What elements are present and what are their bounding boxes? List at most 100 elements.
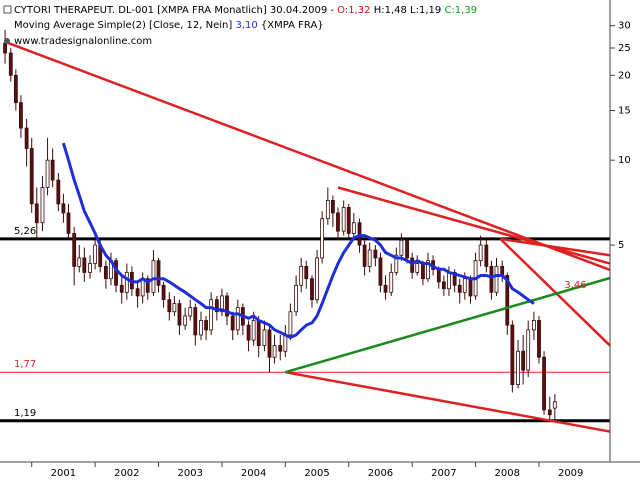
trend-line xyxy=(337,186,611,265)
candle-body xyxy=(351,222,356,234)
indicator-name: Moving Average Simple(2) [Close, 12, Nei… xyxy=(14,20,232,31)
candle-body xyxy=(462,278,467,293)
candle-body xyxy=(188,307,193,317)
candle-body xyxy=(40,187,45,224)
y-tick-label: 15 xyxy=(618,106,631,117)
candle-body xyxy=(405,239,409,259)
candle-body xyxy=(516,350,520,385)
candle-body xyxy=(124,271,129,293)
header-title-text: CYTORI THERAPEUT. DL-001 [XMPA FRA Monat… xyxy=(14,5,334,16)
candle-body xyxy=(161,284,166,301)
y-tick-label: 10 xyxy=(618,155,631,166)
candle-body xyxy=(204,320,208,331)
candle-body xyxy=(72,232,77,267)
candle-body xyxy=(288,311,293,336)
candle-body xyxy=(537,320,541,358)
website: www.tradesignalonline.com xyxy=(14,36,152,47)
candle-body xyxy=(394,254,399,273)
candle-body xyxy=(151,260,156,293)
candle-body xyxy=(283,334,288,352)
candle-body xyxy=(177,303,182,326)
candle-body xyxy=(24,127,29,149)
candle-body xyxy=(547,409,552,416)
header-open: O:1,32 xyxy=(337,5,370,16)
candle-body xyxy=(478,244,483,262)
candle-body xyxy=(341,207,346,232)
candle-body xyxy=(357,222,362,246)
candle-body xyxy=(315,257,319,301)
trend-line xyxy=(499,237,611,347)
candle-body xyxy=(3,42,7,54)
candle-body xyxy=(88,263,92,273)
candle-body xyxy=(220,295,224,313)
ma-line xyxy=(61,142,535,340)
y-tick-label: 30 xyxy=(618,21,631,32)
candle-body xyxy=(421,263,425,280)
candle-body xyxy=(119,284,124,293)
annotation-label: 3,46 xyxy=(564,280,586,291)
candle-body xyxy=(320,218,325,259)
candle-body xyxy=(426,260,430,280)
plot-area: 5,26 1,77 1,19 3,46 xyxy=(0,29,611,433)
candle-body xyxy=(299,265,304,286)
candle-body xyxy=(389,271,394,293)
candle-body xyxy=(183,315,188,326)
header-icon xyxy=(3,5,12,14)
candle-body xyxy=(103,265,108,280)
y-tick-label: 5 xyxy=(618,240,624,251)
candle-body xyxy=(278,345,283,352)
candle-body xyxy=(510,324,515,385)
candle-body xyxy=(489,265,494,293)
candle-body xyxy=(19,102,23,129)
y-tick-label: 25 xyxy=(618,43,631,54)
candle-body xyxy=(552,401,557,409)
x-tick-label: 2009 xyxy=(558,468,583,479)
candle-body xyxy=(304,265,309,280)
candle-body xyxy=(331,200,335,214)
candle-body xyxy=(34,203,39,224)
candle-body xyxy=(262,329,267,346)
candle-body xyxy=(82,257,87,273)
candle-body xyxy=(521,350,526,371)
candle-body xyxy=(61,203,66,214)
candle-body xyxy=(526,329,531,371)
candle-body xyxy=(209,299,214,331)
trend-line xyxy=(284,276,611,374)
candle-body xyxy=(367,249,372,267)
candle-body xyxy=(114,260,118,286)
candle-body xyxy=(8,52,13,76)
header-hl: H:1,48 L:1,19 xyxy=(374,5,442,16)
candle-body xyxy=(542,356,546,411)
header-title: CYTORI THERAPEUT. DL-001 [XMPA FRA Monat… xyxy=(14,5,477,16)
header-indicator: Moving Average Simple(2) [Close, 12, Nei… xyxy=(14,20,324,31)
x-tick-label: 2007 xyxy=(431,468,456,479)
candle-body xyxy=(235,307,240,331)
candle-body xyxy=(251,320,256,341)
candle-body xyxy=(468,278,473,297)
x-tick-label: 2006 xyxy=(368,468,393,479)
candle-body xyxy=(484,244,489,267)
candle-body xyxy=(378,257,383,286)
candle-body xyxy=(145,278,150,293)
candle-body xyxy=(310,278,314,301)
candle-body xyxy=(447,271,451,290)
candle-body xyxy=(93,244,98,264)
x-tick-label: 2003 xyxy=(178,468,203,479)
candle-body xyxy=(362,244,367,267)
candle-body xyxy=(225,295,229,317)
candle-body xyxy=(336,212,340,232)
trend-line xyxy=(500,237,611,257)
candle-body xyxy=(441,281,446,290)
header-close: C:1,39 xyxy=(444,5,477,16)
x-tick-label: 2008 xyxy=(495,468,520,479)
candle-body xyxy=(230,315,235,331)
candle-body xyxy=(77,257,82,267)
candle-body xyxy=(383,284,388,293)
candle-body xyxy=(29,148,34,205)
candle-body xyxy=(399,239,404,256)
candle-body xyxy=(214,299,219,313)
level-label: 1,77 xyxy=(14,359,36,370)
candle-body xyxy=(267,329,272,358)
